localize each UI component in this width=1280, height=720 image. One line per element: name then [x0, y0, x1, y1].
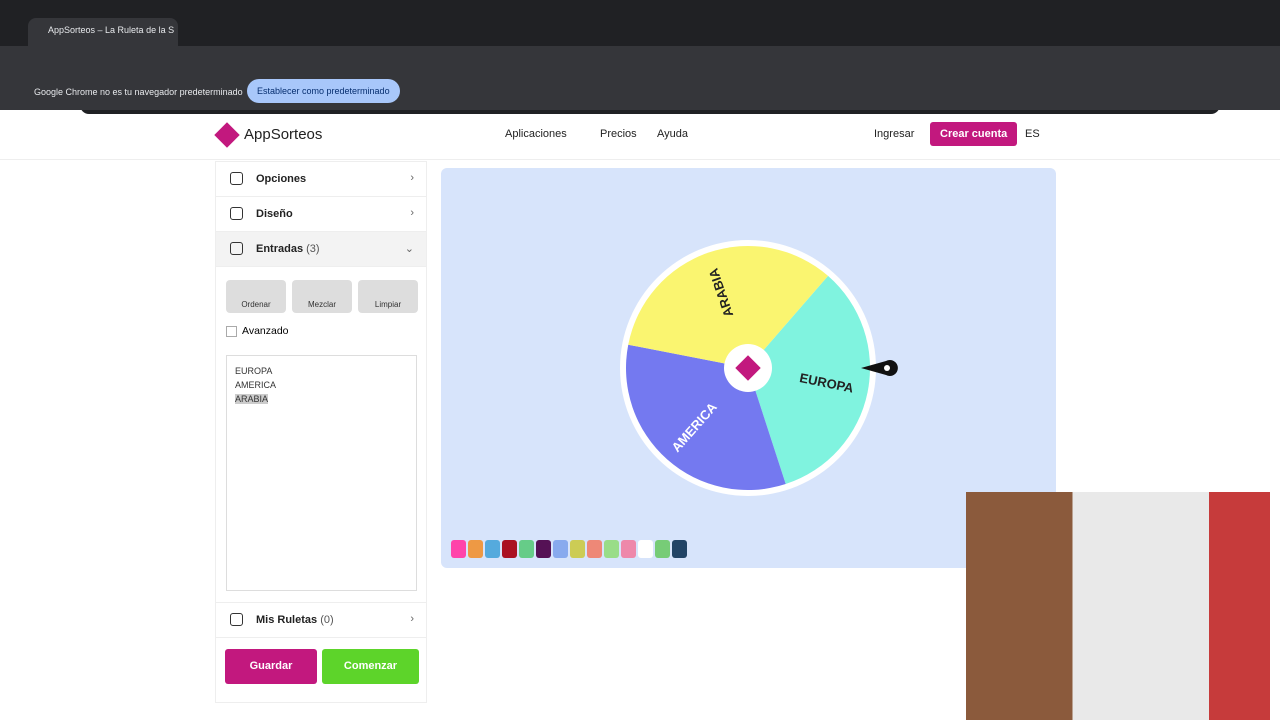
advanced-checkbox[interactable]	[226, 326, 237, 337]
sort-button[interactable]: Ordenar	[226, 280, 286, 313]
sidebar-footer: Mis Ruletas (0) › Guardar Comenzar	[215, 603, 427, 703]
signup-button[interactable]: Crear cuenta	[930, 122, 1018, 146]
nav-link[interactable]: Ayuda	[657, 128, 688, 140]
palette-swatch	[451, 540, 466, 558]
section-label: Opciones	[256, 173, 307, 185]
webcam-overlay	[966, 492, 1270, 720]
infobar-message: Google Chrome no es tu navegador predete…	[34, 87, 243, 97]
entries-section[interactable]: Entradas (3) ⌄	[216, 232, 426, 267]
clear-button[interactable]: Limpiar	[358, 280, 418, 313]
palette-swatch	[587, 540, 602, 558]
nav-link[interactable]: Aplicaciones	[505, 128, 567, 140]
logo[interactable]: AppSorteos	[244, 126, 323, 143]
wheel-panel: EUROPA AMERICA ARABIA	[441, 168, 1056, 568]
my-wheels-count: (0)	[320, 614, 334, 626]
wheel-segment	[628, 246, 829, 368]
site-nav: AppSorteos Aplicaciones Precios Ayuda In…	[0, 110, 1280, 160]
entry: AMERICA	[235, 380, 277, 390]
palette-swatch	[638, 540, 653, 558]
logo-icon	[214, 122, 240, 148]
toolbar: app-sorteos.com/es/apps/la-ruleta-decide	[0, 46, 1280, 114]
entry: ARABIA	[235, 394, 269, 404]
palette-swatch	[485, 540, 500, 558]
entries-count: (3)	[306, 243, 320, 255]
set-default-button[interactable]: Establecer como predeterminado	[247, 79, 400, 103]
palette-swatch	[502, 540, 517, 558]
login-link[interactable]: Ingresar	[874, 128, 915, 140]
palette-swatch	[570, 540, 585, 558]
palette-swatch	[553, 540, 568, 558]
palette-swatch	[672, 540, 687, 558]
save-button[interactable]: Guardar	[225, 649, 317, 684]
sidebar: Opciones › Diseño › Entradas (3) ⌄ Ordenar …	[215, 161, 427, 603]
wheel-segment	[748, 275, 870, 485]
browser-tab[interactable]: AppSorteos – La Ruleta de la S	[28, 18, 178, 46]
palette-swatch	[604, 540, 619, 558]
shuffle-button[interactable]: Mezclar	[292, 280, 352, 313]
palette-swatch	[468, 540, 483, 558]
palette-swatch	[655, 540, 670, 558]
options-section[interactable]: Opciones ›	[216, 162, 426, 197]
section-label: Entradas	[256, 243, 304, 255]
entry: EUROPA	[235, 366, 273, 376]
advanced-label: Avanzado	[242, 325, 289, 337]
entries-textarea[interactable]: EUROPA AMERICA ARABIA	[226, 355, 417, 591]
design-section[interactable]: Diseño ›	[216, 197, 426, 232]
language-select[interactable]: ES	[1025, 128, 1040, 140]
palette-swatch	[519, 540, 534, 558]
my-wheels-section[interactable]: Mis Ruletas (0) ›	[216, 603, 426, 638]
nav-link[interactable]: Precios	[600, 128, 637, 140]
section-label: Mis Ruletas	[256, 614, 318, 626]
pointer	[861, 360, 898, 376]
section-label: Diseño	[256, 208, 293, 220]
tab-strip: AppSorteos – La Ruleta de la S	[0, 0, 1280, 46]
start-button[interactable]: Comenzar	[322, 649, 419, 684]
hub-logo	[735, 355, 761, 381]
infobar: Google Chrome no es tu navegador predete…	[0, 72, 1280, 110]
pointer-dot	[884, 365, 890, 371]
palette-swatch	[536, 540, 551, 558]
palette-swatch	[621, 540, 636, 558]
